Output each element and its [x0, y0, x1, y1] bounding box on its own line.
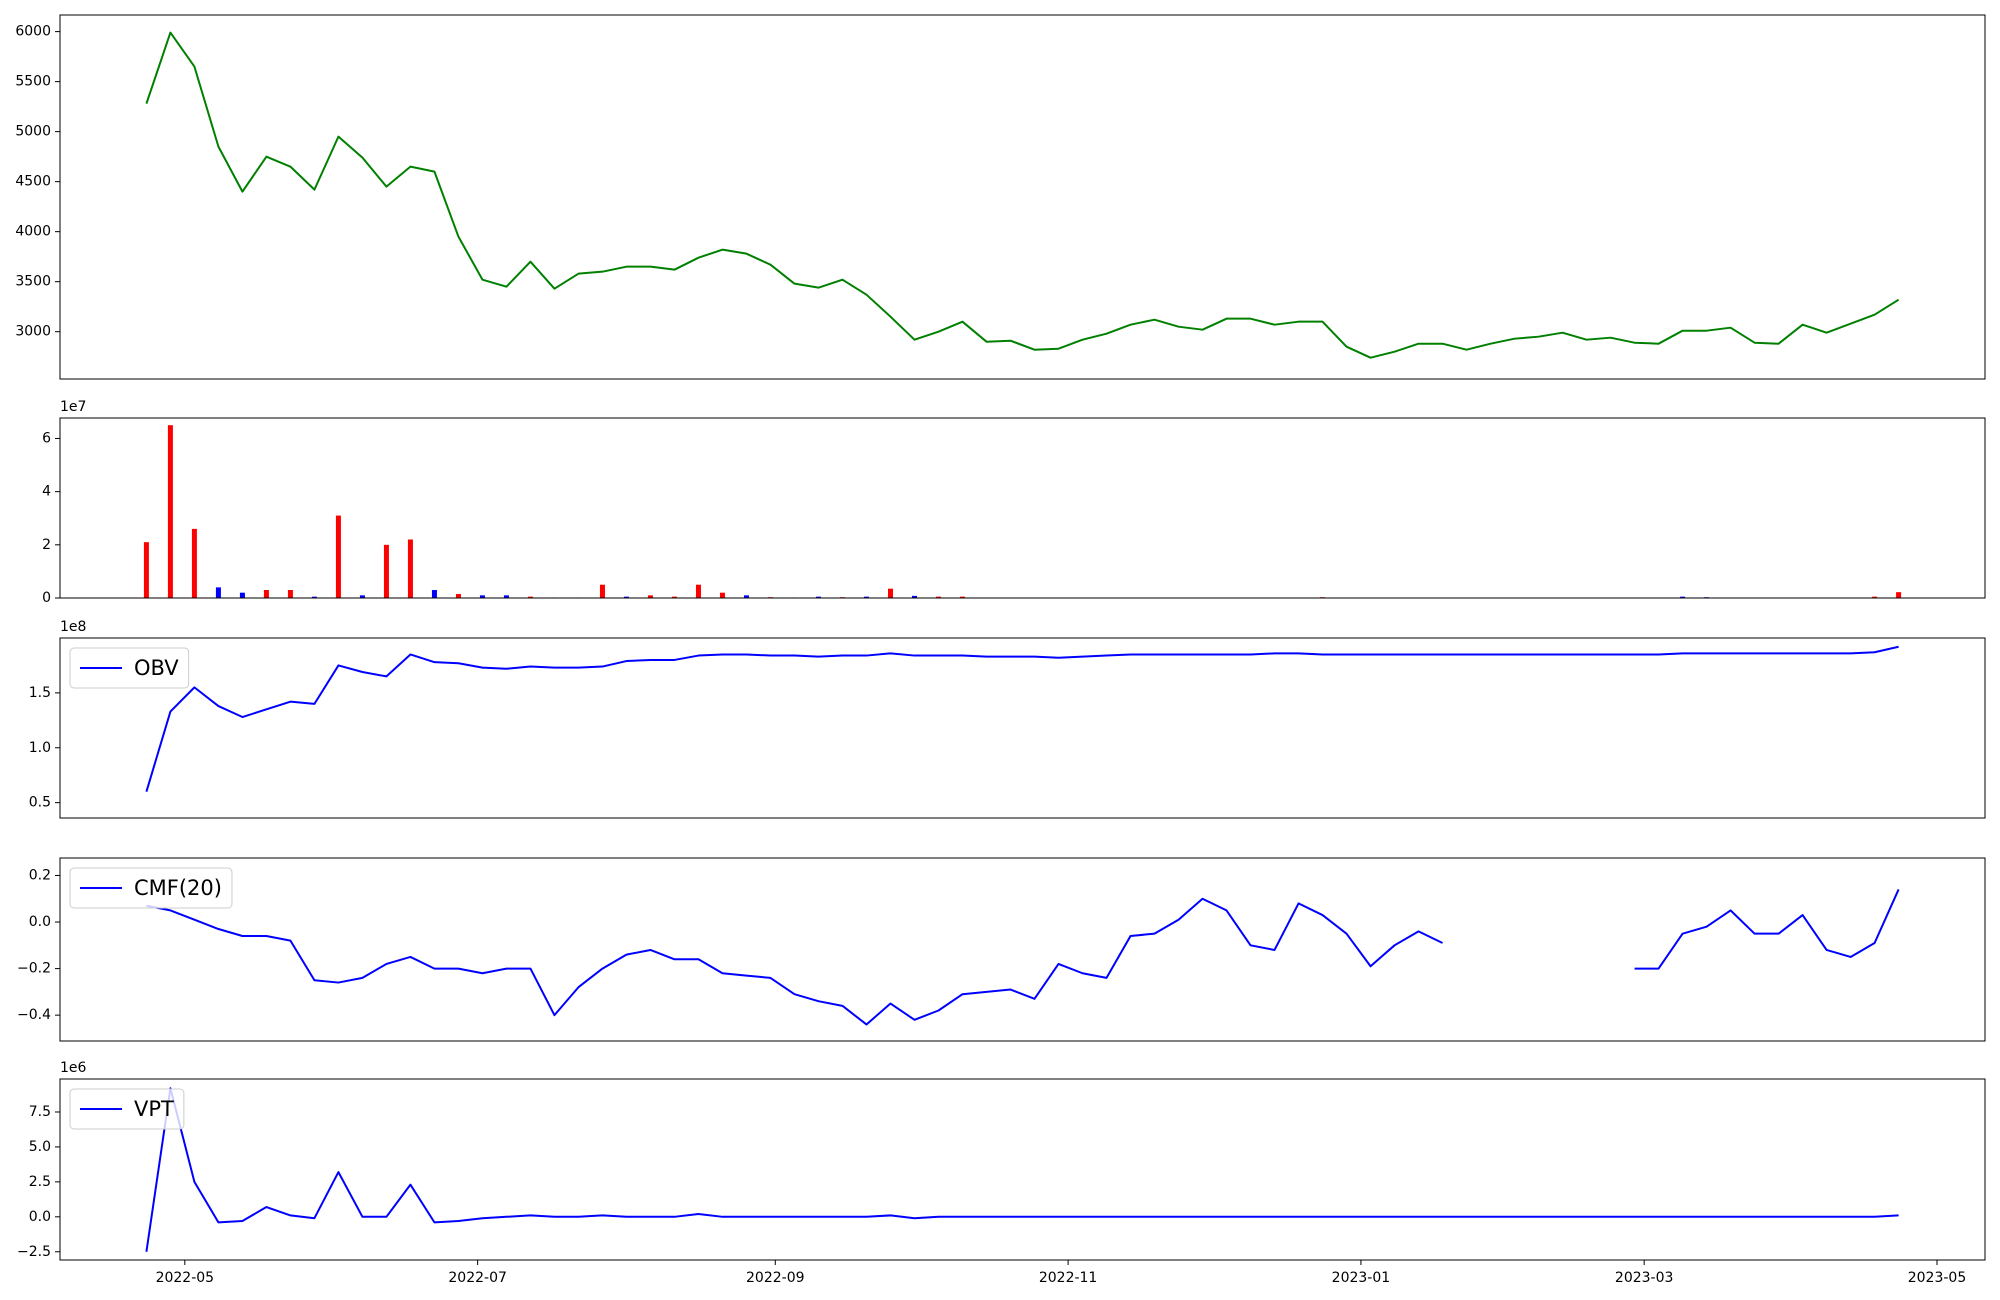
volume-bar	[863, 596, 869, 598]
legend-box	[69, 867, 233, 909]
y-offset-label: 1e7	[60, 399, 86, 415]
series-line	[145, 645, 1899, 792]
y-tick-label: 2.5	[29, 1174, 51, 1190]
y-offset-label: 1e8	[60, 619, 86, 635]
y-tick-label: 0	[42, 590, 51, 606]
x-tick-label: 2022-09	[746, 1270, 805, 1286]
volume-bar	[671, 596, 677, 598]
x-tick-label: 2023-01	[1332, 1270, 1391, 1286]
y-tick-label: −0.4	[17, 1007, 51, 1023]
y-tick-label: 3000	[15, 324, 51, 340]
volume-bar	[887, 588, 893, 598]
axes-frame	[59, 857, 1986, 1042]
volume-bar	[383, 544, 389, 598]
y-tick-label: 4	[42, 484, 51, 500]
legend-label: VPT	[134, 1097, 174, 1121]
y-tick-label: 1.5	[29, 685, 51, 701]
volume-bar	[911, 595, 917, 598]
volume-bar	[263, 590, 269, 598]
volume-bar	[431, 590, 437, 598]
y-tick-label: 3500	[15, 274, 51, 290]
y-tick-label: 1.0	[29, 740, 51, 756]
volume-bar	[1872, 596, 1878, 598]
volume-bar	[719, 592, 725, 598]
y-tick-label: 0.2	[29, 867, 51, 883]
y-tick-label: 4500	[15, 174, 51, 190]
series-line	[146, 889, 1900, 1026]
volume-bar	[815, 596, 821, 598]
volume-bar	[359, 595, 365, 598]
y-offset-label: 1e6	[60, 1060, 87, 1076]
axes-frame	[59, 637, 1986, 819]
axes-frame	[59, 417, 1986, 599]
y-tick-label: −2.5	[17, 1244, 51, 1260]
x-tick-label: 2022-11	[1039, 1270, 1098, 1286]
volume-bar	[743, 595, 749, 598]
volume-bar	[239, 592, 245, 598]
series-line	[145, 31, 1900, 359]
y-tick-label: 6000	[15, 24, 51, 40]
volume-bar	[623, 596, 629, 598]
volume-bar	[695, 584, 701, 598]
y-tick-label: 2	[42, 537, 51, 553]
y-tick-label: 5500	[15, 74, 51, 90]
y-tick-label: 6	[42, 430, 51, 446]
legend-box	[69, 647, 190, 689]
y-tick-label: −0.2	[17, 961, 51, 977]
volume-bar	[1896, 592, 1902, 598]
series-line	[145, 1087, 1899, 1252]
x-tick-label: 2023-05	[1908, 1270, 1967, 1286]
y-tick-label: 4000	[15, 224, 51, 240]
volume-bar	[599, 584, 605, 598]
y-tick-label: 5000	[15, 124, 51, 140]
volume-bar	[215, 587, 221, 598]
volume-bar	[527, 596, 533, 598]
volume-bar	[143, 542, 149, 598]
y-tick-label: 7.5	[29, 1104, 51, 1120]
volume-bar	[959, 596, 965, 598]
axes-frame	[59, 14, 1986, 380]
y-tick-label: 5.0	[29, 1139, 51, 1155]
volume-bar	[407, 539, 413, 598]
volume-bar	[479, 595, 485, 598]
x-tick-label: 2022-05	[156, 1270, 215, 1286]
x-tick-label: 2022-07	[448, 1270, 507, 1286]
legend-label: CMF(20)	[134, 876, 222, 900]
volume-bar	[455, 594, 461, 598]
volume-bar	[1680, 596, 1686, 598]
legend-box	[69, 1088, 185, 1130]
volume-bar	[167, 425, 173, 598]
volume-bar	[191, 528, 197, 598]
volume-bar	[503, 595, 509, 598]
y-tick-label: 0.5	[29, 795, 51, 811]
y-tick-label: 0.0	[29, 1209, 51, 1225]
volume-bar	[335, 515, 341, 598]
volume-bar	[287, 590, 293, 598]
legend-label: OBV	[134, 656, 179, 680]
x-tick-label: 2023-03	[1615, 1270, 1674, 1286]
volume-bar	[935, 596, 941, 598]
volume-bar	[311, 596, 317, 598]
volume-bar	[647, 595, 653, 598]
axes-frame	[59, 1078, 1986, 1261]
y-tick-label: 0.0	[29, 914, 51, 930]
